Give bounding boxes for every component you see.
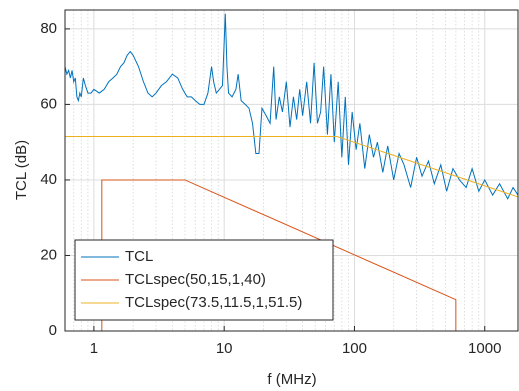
x-tick-label: 1000 xyxy=(468,340,501,357)
y-tick-label: 40 xyxy=(40,171,57,188)
x-tick-label: 1 xyxy=(90,340,98,357)
x-tick-label: 100 xyxy=(342,340,367,357)
series-line xyxy=(101,179,457,331)
y-tick-label: 0 xyxy=(49,322,57,339)
series-line xyxy=(65,136,519,198)
series-line xyxy=(64,13,519,200)
y-tick-label: 60 xyxy=(40,95,57,112)
x-axis-label: f (MHz) xyxy=(267,371,316,388)
y-axis-label: TCL (dB) xyxy=(13,140,30,200)
x-tick-label: 10 xyxy=(216,340,233,357)
y-tick-label: 20 xyxy=(40,246,57,263)
axes-box xyxy=(64,9,519,332)
y-tick-label: 80 xyxy=(40,20,57,37)
legend-label: TCLspec(50,15,1,40) xyxy=(125,271,266,288)
legend-label: TCLspec(73.5,11.5,1,51.5) xyxy=(125,294,302,311)
legend-label: TCL xyxy=(125,248,153,265)
